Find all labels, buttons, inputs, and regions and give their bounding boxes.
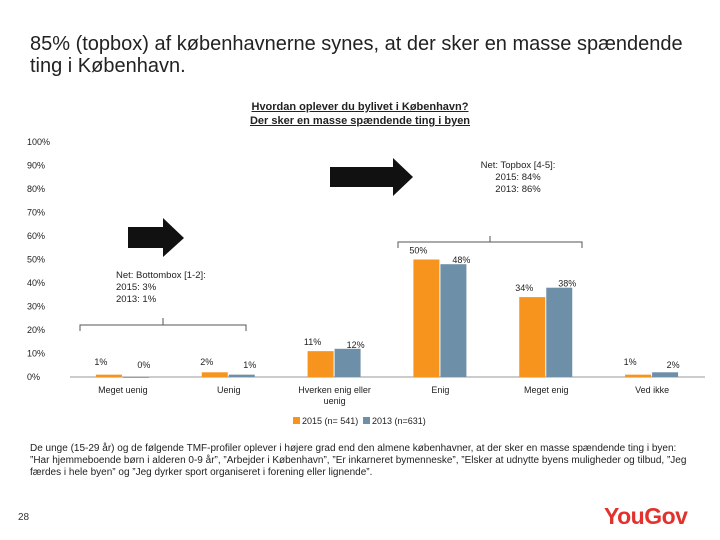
data-label: 38% <box>558 279 576 289</box>
data-label: 0% <box>137 360 150 370</box>
data-label: 48% <box>452 255 470 265</box>
x-tick-label: Ved ikke <box>635 385 669 395</box>
bar-2013 <box>122 377 149 378</box>
y-tick-label: 80% <box>27 184 45 194</box>
bar-2013 <box>228 374 255 377</box>
arrow-right-icon <box>330 158 413 196</box>
y-tick-label: 30% <box>27 302 45 312</box>
bar-2015 <box>307 351 334 377</box>
y-tick-label: 60% <box>27 231 45 241</box>
bar-2015 <box>201 372 228 377</box>
chart-title: Hvordan oplever du bylivet i København? … <box>200 100 520 128</box>
bar-chart: 0% 10% 20% 30% 40% 50% 60% 70% 80% 90% 100% 1% 0% Meg… <box>27 137 705 426</box>
x-tick-label: Uenig <box>217 385 241 395</box>
y-tick-label: 10% <box>27 349 45 359</box>
topbox-note: 2013: 86% <box>495 184 541 195</box>
data-label: 1% <box>624 357 637 367</box>
data-label: 34% <box>515 283 533 293</box>
bottombox-note: 2013: 1% <box>116 294 157 305</box>
y-tick-label: 40% <box>27 278 45 288</box>
footer-note: De unge (15-29 år) og de følgende TMF-pr… <box>30 443 687 478</box>
bar-2013 <box>546 287 573 377</box>
bar-2015 <box>625 374 652 377</box>
y-tick-label: 0% <box>27 372 40 382</box>
bar-2013 <box>652 372 679 377</box>
chart-title-line2: Der sker en masse spændende ting i byen <box>249 115 471 127</box>
slide-title: 85% (topbox) af københavnerne synes, at … <box>30 33 683 77</box>
y-tick-label: 20% <box>27 325 45 335</box>
data-label: 50% <box>409 246 427 256</box>
x-tick-label: uenig <box>324 396 346 406</box>
bar-2013 <box>440 264 467 377</box>
chart-title-line1: Hvordan oplever du bylivet i København? <box>251 101 469 113</box>
arrow-right-icon <box>128 218 184 257</box>
legend-label: 2013 (n=631) <box>372 416 426 426</box>
bottombox-brace <box>79 318 247 331</box>
x-tick-label: Meget uenig <box>98 385 148 395</box>
data-label: 1% <box>243 360 256 370</box>
x-tick-label: Meget enig <box>524 385 569 395</box>
legend-swatch <box>293 417 300 424</box>
data-label: 2% <box>667 360 680 370</box>
topbox-brace <box>397 236 583 248</box>
bar-2015 <box>95 374 122 377</box>
bar-2015 <box>413 259 440 377</box>
page-number: 28 <box>18 512 30 523</box>
y-tick-label: 100% <box>27 137 50 147</box>
y-tick-label: 90% <box>27 161 45 171</box>
x-tick-label: Hverken enig eller <box>298 385 371 395</box>
y-tick-label: 50% <box>27 255 45 265</box>
legend-label: 2015 (n= 541) <box>302 416 358 426</box>
data-label: 12% <box>347 340 365 350</box>
topbox-note: Net: Topbox [4-5]: <box>481 160 556 171</box>
data-label: 2% <box>200 357 213 367</box>
y-tick-label: 70% <box>27 208 45 218</box>
x-tick-label: Enig <box>431 385 449 395</box>
bottombox-note: 2015: 3% <box>116 282 157 293</box>
topbox-note: 2015: 84% <box>495 172 541 183</box>
yougov-logo: YouGov <box>604 503 688 529</box>
legend-swatch <box>363 417 370 424</box>
data-label: 11% <box>304 337 321 347</box>
bottombox-note: Net: Bottombox [1-2]: <box>116 270 206 281</box>
bar-2015 <box>519 297 546 377</box>
data-label: 1% <box>94 357 107 367</box>
bar-2013 <box>334 348 361 377</box>
